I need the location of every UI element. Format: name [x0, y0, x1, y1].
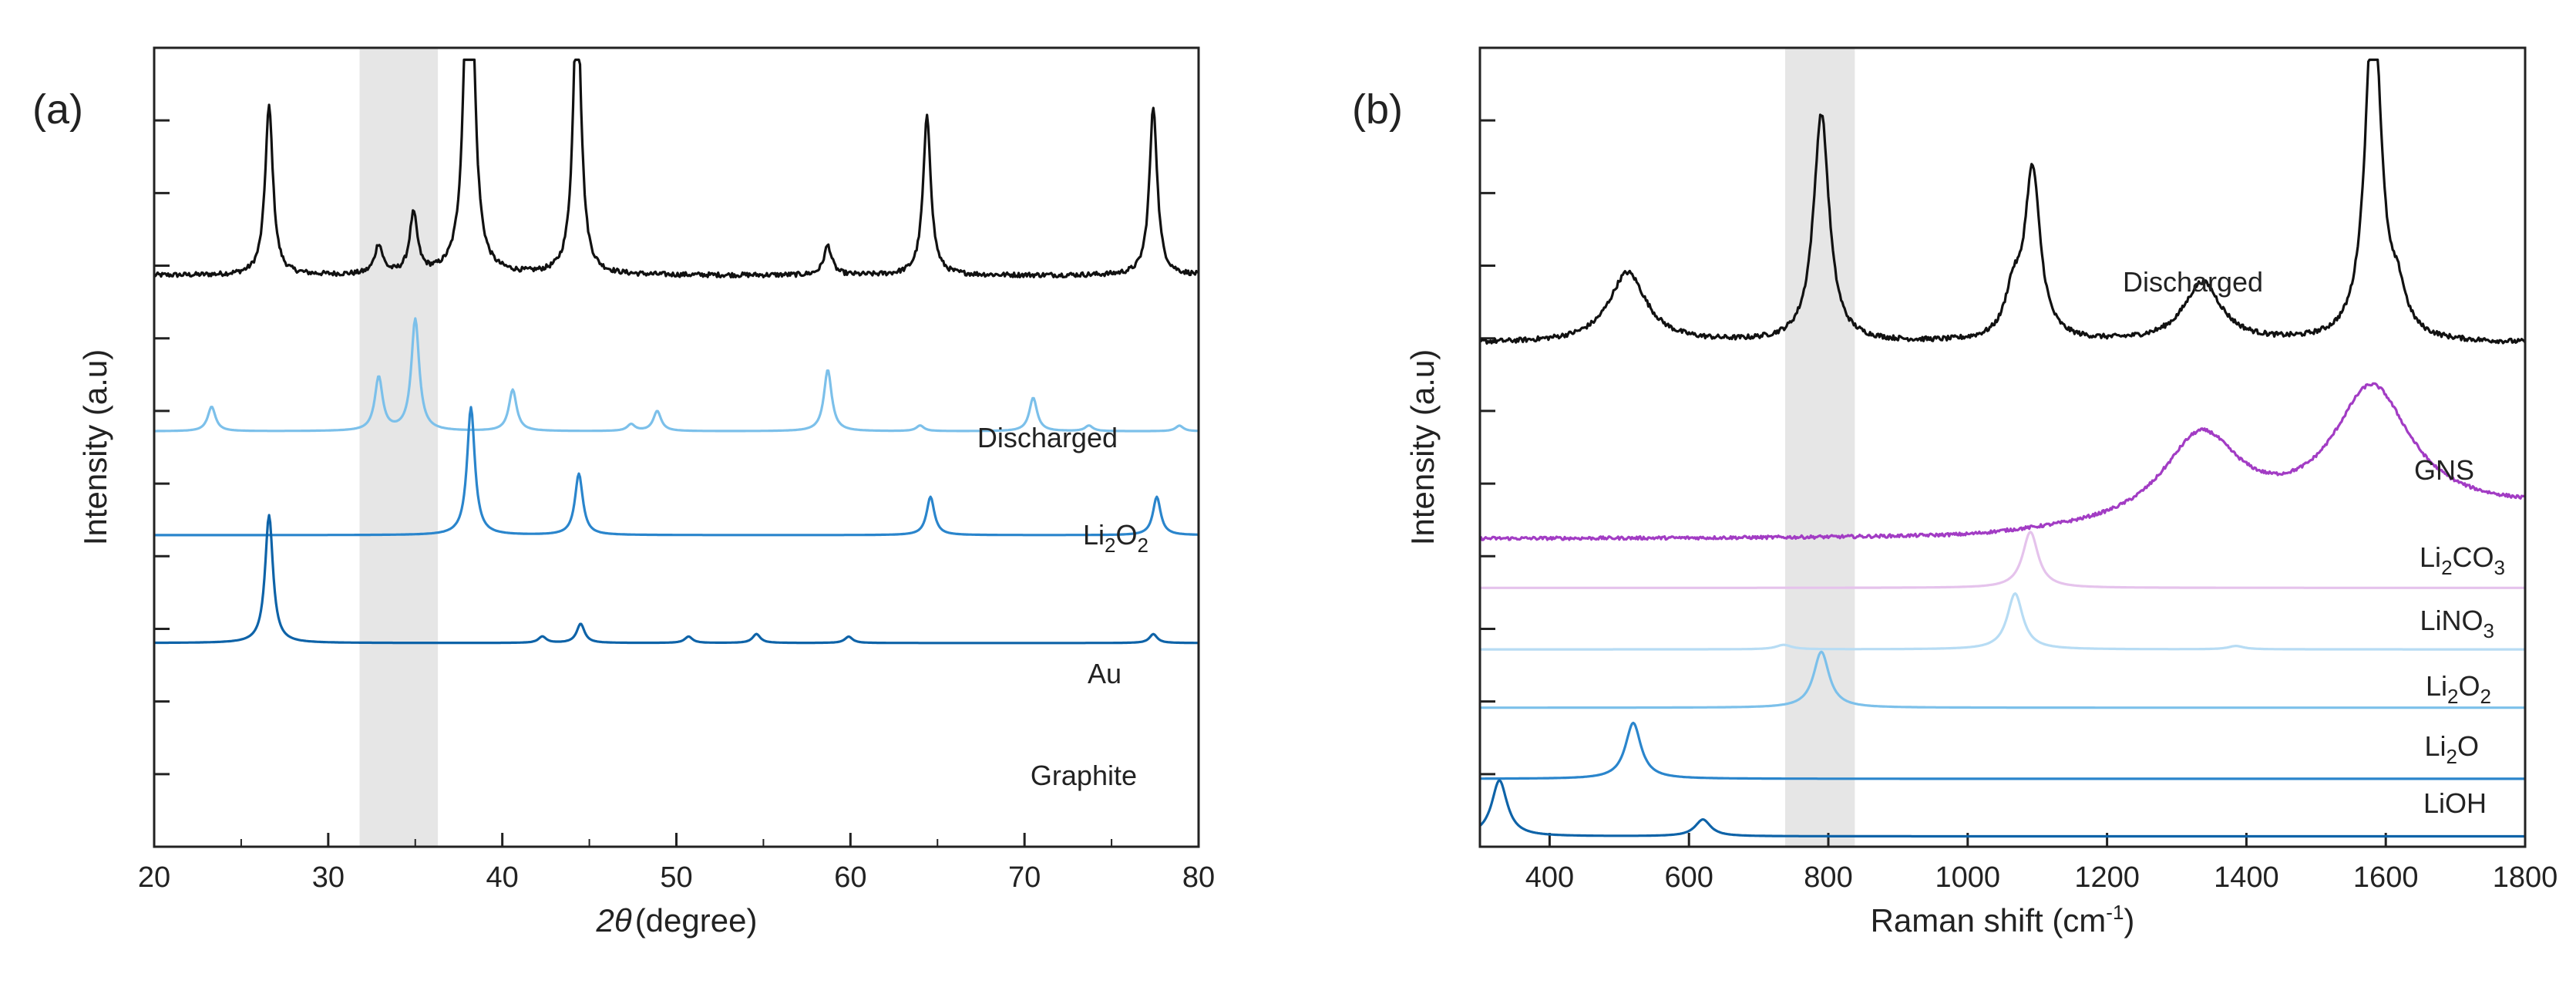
panel-b-y-axis-title: Intensity (a.u) — [1404, 349, 1441, 545]
panel-b-series-labels: Discharged GNS Li2CO3 LiNO3 Li2O2 Li2O L… — [2123, 266, 2505, 819]
label-tail-sub: 2 — [2480, 685, 2491, 708]
label-main: Li — [1083, 519, 1105, 551]
series-line-li2o — [1479, 721, 2526, 780]
x-tick-label: 30 — [312, 861, 345, 894]
label-main: Li — [2420, 541, 2441, 573]
label-tail-sub: 2 — [1138, 534, 1148, 557]
series-label-lioh: LiOH — [2423, 787, 2487, 819]
panel-b-x-axis-tail: ) — [2124, 902, 2134, 939]
x-tick-label: 600 — [1664, 861, 1713, 894]
series-label-lino3: LiNO3 — [2420, 605, 2495, 642]
x-tick-label: 50 — [660, 861, 692, 894]
label-main: Li — [2426, 670, 2447, 702]
series-line-discharged — [153, 58, 1199, 279]
panel-a-y-axis-title: Intensity (a.u) — [77, 349, 113, 545]
label-main: Au — [1088, 658, 1122, 689]
x-tick-label: 60 — [834, 861, 866, 894]
panel-b-x-tick-labels: 400 600 800 1000 1200 1400 1600 1800 — [1525, 861, 2558, 894]
x-tick-label: 1200 — [2074, 861, 2140, 894]
series-line-lioh — [1478, 779, 2526, 838]
label-main: Li — [2424, 730, 2446, 762]
label-sub: 2 — [1105, 534, 1115, 557]
panel-b-shaded-region — [1784, 48, 1855, 847]
panel-a-ticks — [153, 119, 1200, 847]
x-tick-label: 80 — [1182, 861, 1215, 894]
series-line-lino3 — [1479, 592, 2526, 651]
panel-a-x-axis-symbol: 2θ — [596, 902, 632, 939]
x-tick-label: 20 — [138, 861, 170, 894]
panel-a: 20 30 40 50 60 70 80 (a) 2θ(degree) Intensity … — [32, 46, 1215, 939]
label-main: LiNO — [2420, 605, 2484, 636]
label-tail: O — [2457, 730, 2479, 762]
label-main: LiOH — [2423, 787, 2487, 819]
x-tick-label: 800 — [1804, 861, 1852, 894]
series-line-au — [153, 406, 1199, 537]
series-label-li2o: Li2O — [2424, 730, 2479, 768]
panel-b-label: (b) — [1352, 86, 1403, 133]
label-sub: 3 — [2484, 619, 2494, 642]
x-tick-label: 1400 — [2214, 861, 2279, 894]
series-line-li2o2 — [153, 317, 1199, 433]
series-line-discharged — [1478, 58, 2527, 345]
series-label-graphite: Graphite — [1031, 760, 1137, 791]
x-tick-label: 40 — [486, 861, 519, 894]
series-line-li2co3 — [1479, 531, 2526, 589]
series-label-li2o2: Li2O2 — [1083, 519, 1148, 557]
panel-b-series — [1478, 58, 2527, 838]
x-tick-label: 1800 — [2493, 861, 2558, 894]
x-tick-label: 400 — [1525, 861, 1574, 894]
panel-a-frame — [153, 46, 1200, 848]
label-tail-sub: 3 — [2494, 556, 2505, 579]
label-sub: 2 — [2447, 685, 2458, 708]
series-label-discharged: Discharged — [2123, 266, 2263, 298]
panel-b-x-axis-sup: -1 — [2106, 901, 2124, 924]
label-main: Discharged — [977, 422, 1118, 453]
series-line-gns — [1479, 382, 2526, 541]
x-tick-label: 1600 — [2353, 861, 2419, 894]
series-label-discharged: Discharged — [977, 422, 1118, 453]
panel-b-ticks — [1480, 119, 2527, 847]
label-sub: 2 — [2447, 745, 2457, 768]
panel-a-x-axis-text: (degree) — [635, 902, 758, 939]
x-tick-label: 70 — [1008, 861, 1041, 894]
label-main: Discharged — [2123, 266, 2263, 298]
panel-b-x-axis-title: Raman shift (cm-1) — [1871, 901, 2135, 939]
panel-b-frame — [1478, 46, 2527, 848]
series-label-li2o2: Li2O2 — [2426, 670, 2491, 708]
x-tick-label: 1000 — [1935, 861, 2001, 894]
panel-b: 400 600 800 1000 1200 1400 1600 1800 (b) Raman … — [1352, 46, 2558, 939]
panel-a-x-tick-labels: 20 30 40 50 60 70 80 — [138, 861, 1215, 894]
panel-a-shaded-region — [359, 48, 439, 847]
series-label-li2co3: Li2CO3 — [2420, 541, 2505, 579]
series-line-graphite — [153, 514, 1199, 645]
label-tail: CO — [2453, 541, 2494, 573]
panel-b-x-axis-text: Raman shift (cm — [1871, 902, 2107, 939]
panel-a-label: (a) — [32, 86, 83, 133]
series-label-au: Au — [1088, 658, 1122, 689]
label-tail: O — [2459, 670, 2480, 702]
label-sub: 2 — [2441, 556, 2452, 579]
panel-a-series-labels: Discharged Li2O2 Au Graphite — [977, 422, 1148, 791]
label-tail: O — [1116, 519, 1138, 551]
label-main: GNS — [2414, 454, 2474, 486]
panel-a-series — [153, 58, 1199, 645]
series-line-li2o2 — [1479, 650, 2526, 709]
panel-a-x-axis-title: 2θ(degree) — [596, 902, 758, 939]
label-main: Graphite — [1031, 760, 1137, 791]
series-label-gns: GNS — [2414, 454, 2474, 486]
